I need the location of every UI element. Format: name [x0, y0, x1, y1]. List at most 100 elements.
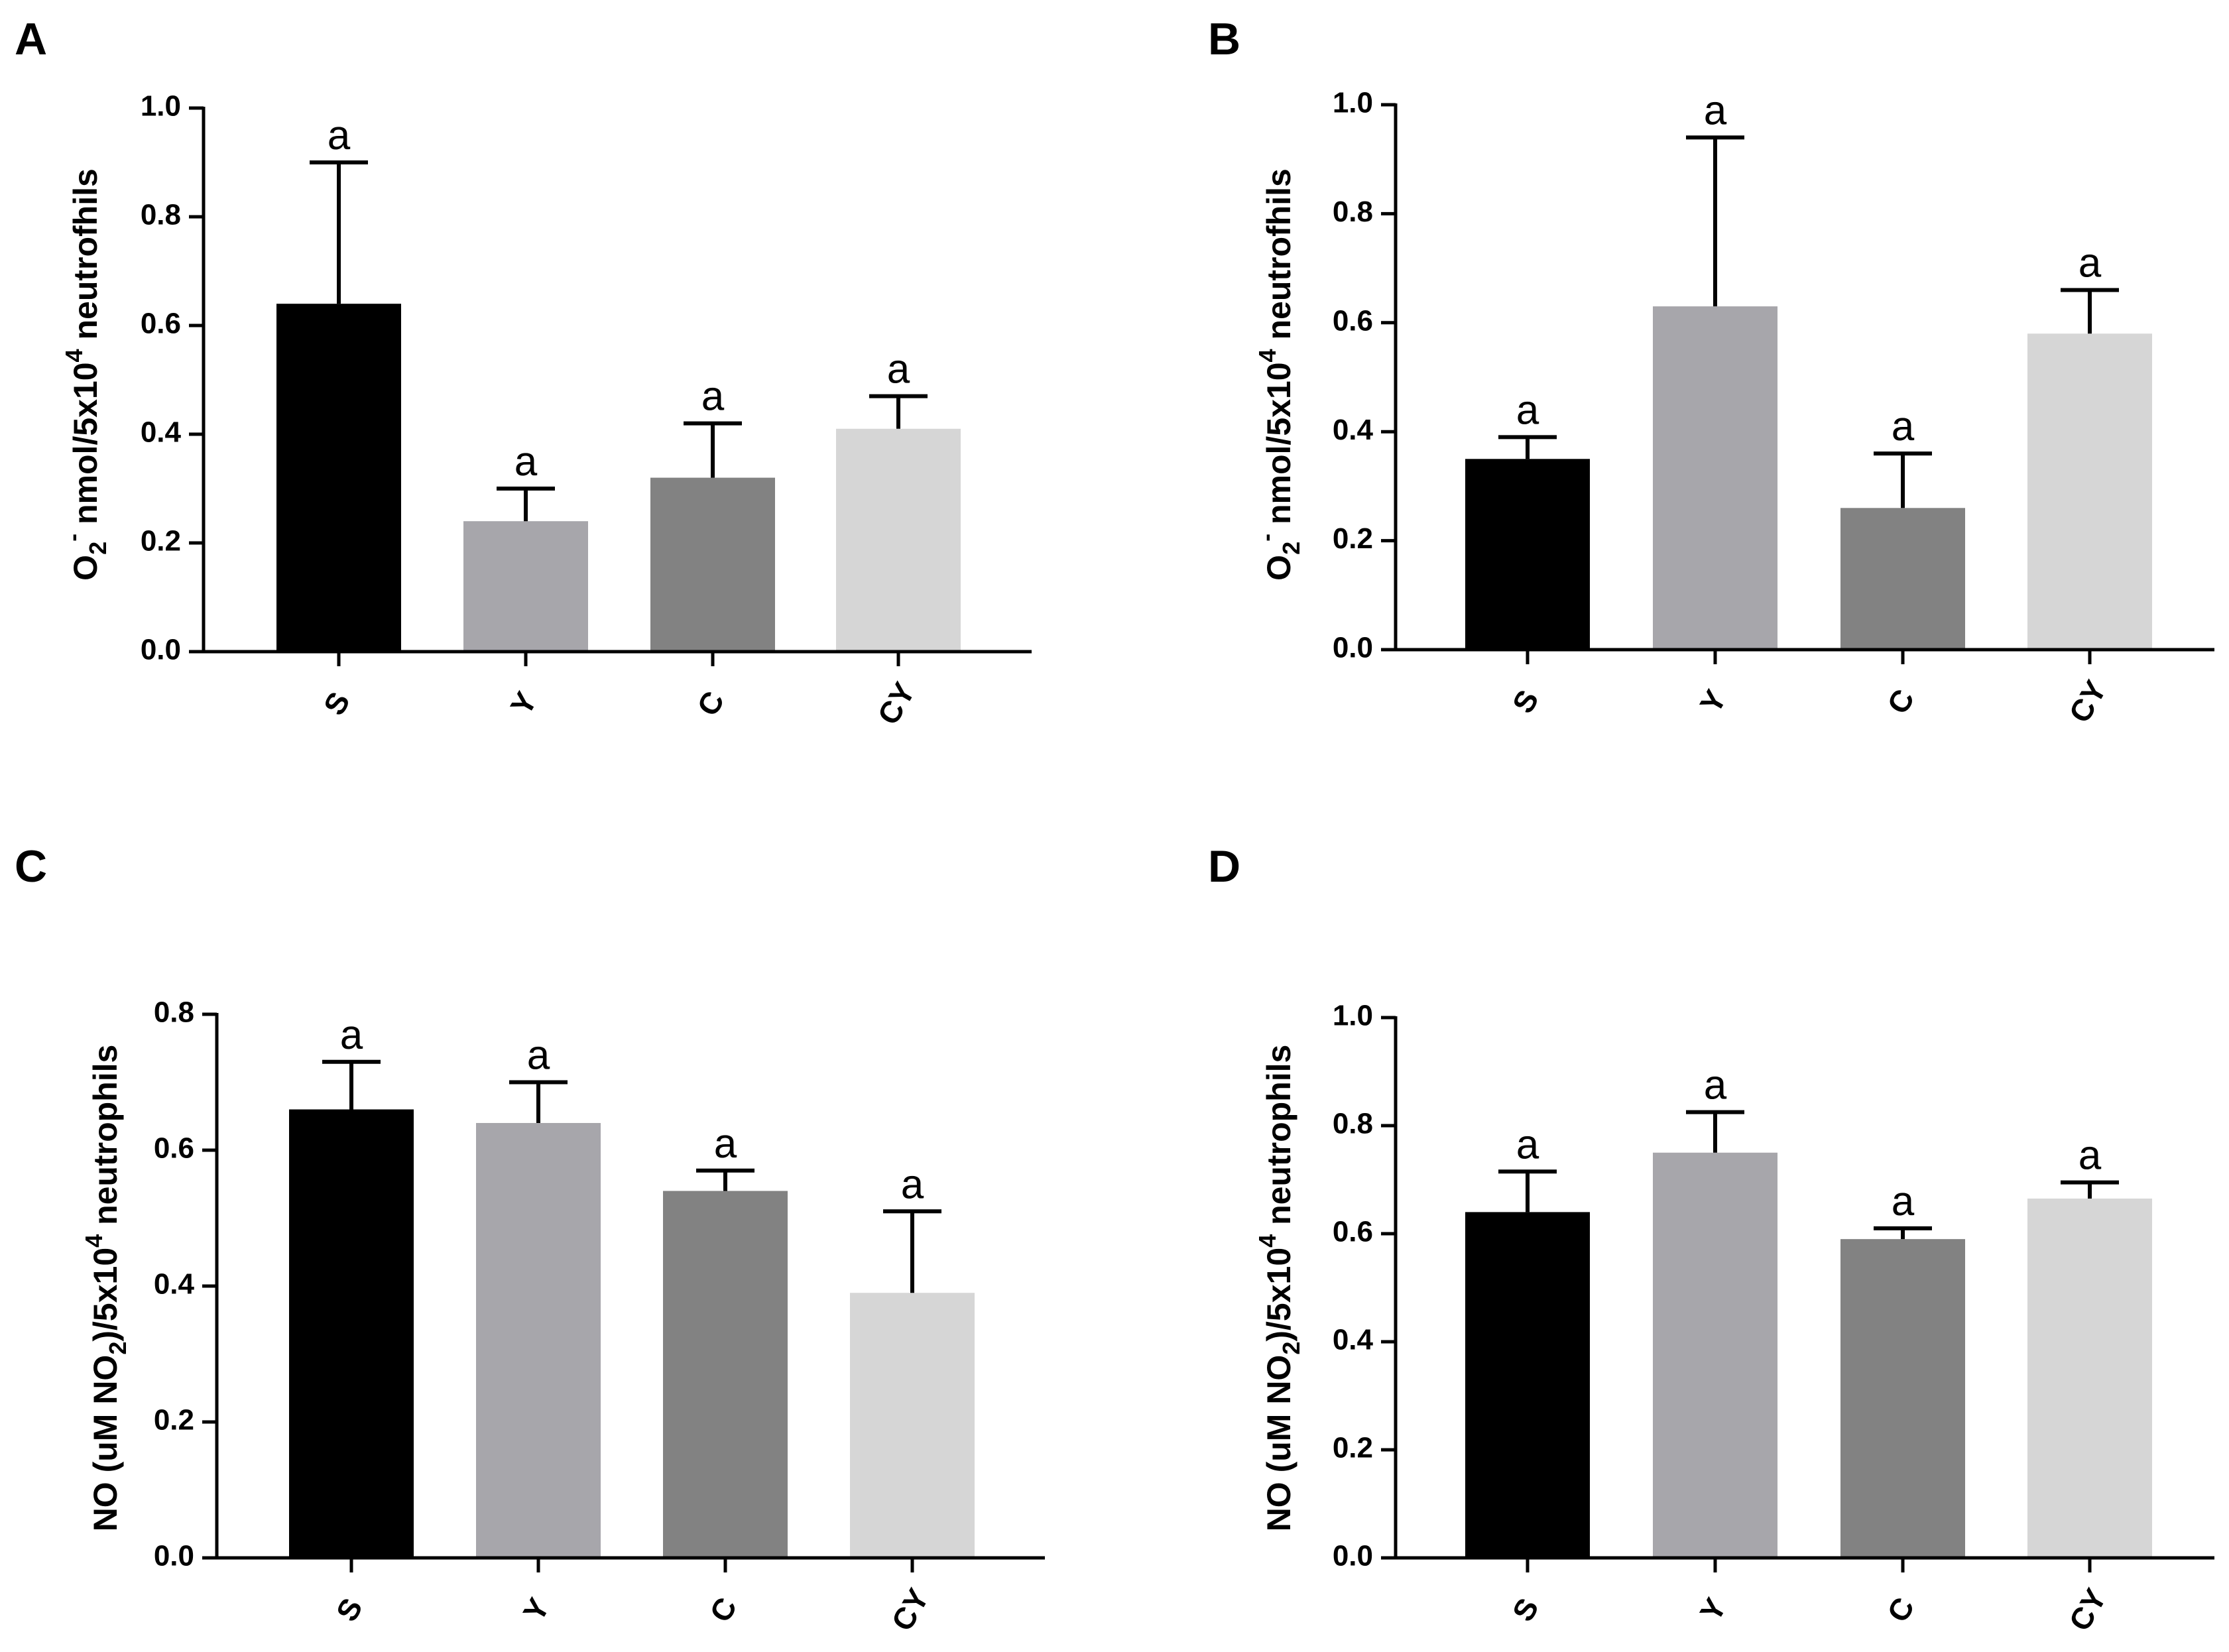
significance-label: a — [1704, 1063, 1727, 1108]
significance-label: a — [901, 1161, 924, 1207]
bar-cy — [836, 428, 961, 652]
y-axis-title: O2- nmol/5x104 neutrofhils — [59, 168, 111, 581]
y-axis-title: NO (uM NO2)/5x104 neutrophils — [1254, 1045, 1305, 1532]
significance-label: a — [1892, 404, 1915, 449]
significance-label: a — [2078, 1133, 2102, 1179]
significance-label: a — [1892, 1179, 1915, 1224]
significance-label: a — [328, 113, 351, 158]
x-tick-label: Y — [1693, 684, 1732, 719]
significance-label: a — [701, 374, 725, 420]
y-axis-title-part: neutrofhils — [1260, 168, 1297, 349]
y-tick-label: 0.6 — [1333, 1216, 1373, 1248]
y-axis-title-superscript: - — [59, 534, 86, 542]
y-tick-label: 0.8 — [154, 996, 194, 1029]
x-tick-label: CY — [871, 676, 922, 730]
y-tick-label: 0.4 — [1333, 1324, 1374, 1356]
bar-c — [1840, 508, 1965, 650]
x-tick-label: C — [703, 1592, 744, 1628]
bar-s — [289, 1109, 414, 1558]
y-axis-title-part: nmol/5x10 — [1260, 362, 1297, 533]
y-axis-title-subscript: 2 — [1278, 1342, 1305, 1355]
bar-s — [276, 304, 401, 652]
significance-label: a — [1516, 1122, 1539, 1167]
y-axis-title-superscript: - — [1252, 534, 1280, 542]
y-tick-label: 1.0 — [141, 90, 181, 123]
y-tick-label: 0.8 — [141, 199, 181, 231]
bar-cy — [850, 1293, 975, 1558]
bar-s — [1465, 459, 1590, 650]
bar-c — [1840, 1239, 1965, 1558]
panel-label: C — [15, 841, 47, 892]
panel-label: A — [15, 14, 47, 64]
y-axis-title: O2- nmol/5x104 neutrofhils — [1252, 168, 1305, 581]
significance-label: a — [1516, 387, 1539, 433]
x-tick-label: S — [1505, 1592, 1545, 1627]
panel-d: D NO (uM NO2)/5x104 neutrophils a Sa Ya Ca CY 0… — [1208, 841, 2214, 1637]
y-tick-label: 0.2 — [141, 525, 181, 558]
y-axis-title: NO (uM NO2)/5x104 neutrophils — [80, 1045, 131, 1532]
x-tick-label: S — [316, 686, 356, 721]
y-axis-title-part: nmol/5x10 — [67, 362, 104, 533]
bar-y — [463, 521, 588, 652]
x-tick-label: CY — [2062, 674, 2113, 728]
y-axis-title-part: O — [1260, 555, 1297, 581]
y-tick-label: 0.6 — [1333, 304, 1373, 337]
x-tick-label: Y — [516, 1592, 556, 1627]
y-axis-title-part: )/5x10 — [87, 1248, 124, 1342]
panel-c: C NO (uM NO2)/5x104 neutrophils a Sa Ya Ca CY 0… — [15, 841, 1045, 1637]
bar-cy — [2027, 1199, 2152, 1558]
x-tick-label: C — [1880, 1592, 1921, 1628]
significance-label: a — [887, 347, 910, 392]
x-tick-label: CY — [884, 1582, 935, 1636]
y-axis-title-part: neutrofhils — [67, 168, 104, 349]
y-tick-label: 0.6 — [154, 1132, 194, 1165]
bar-y — [476, 1123, 601, 1558]
y-axis-title-part: neutrophils — [87, 1045, 124, 1234]
y-axis-title-subscript: 2 — [104, 1342, 131, 1355]
significance-label: a — [1704, 88, 1727, 133]
y-tick-label: 0.8 — [1333, 1108, 1373, 1140]
y-tick-label: 1.0 — [1333, 87, 1373, 119]
bar-y — [1653, 306, 1777, 650]
panel-b: B O2- nmol/5x104 neutrofhils a Sa Ya Ca CY 0.0 0… — [1208, 14, 2214, 729]
y-tick-label: 0.8 — [1333, 196, 1373, 228]
y-tick-label: 0.0 — [1333, 1540, 1373, 1572]
y-axis-title-part: neutrophils — [1260, 1045, 1297, 1234]
y-axis-title-part: NO (uM NO — [87, 1355, 124, 1532]
y-axis-title-superscript: 4 — [1254, 349, 1281, 362]
x-tick-label: C — [1880, 683, 1921, 720]
y-axis-title-subscript: 2 — [1278, 542, 1305, 555]
y-tick-label: 0.0 — [154, 1540, 194, 1572]
bar-y — [1653, 1152, 1777, 1558]
x-tick-label: C — [690, 685, 731, 722]
y-axis-title-superscript: 4 — [1254, 1234, 1281, 1248]
y-axis-title-part: O — [67, 555, 104, 581]
y-tick-label: 0.0 — [1333, 632, 1373, 664]
y-tick-label: 0.2 — [154, 1404, 194, 1437]
y-axis-title-part: )/5x10 — [1260, 1248, 1297, 1342]
y-tick-label: 1.0 — [1333, 1000, 1373, 1032]
x-tick-label: CY — [2062, 1582, 2113, 1636]
y-axis-title-part: NO (uM NO — [1260, 1355, 1297, 1532]
significance-label: a — [714, 1121, 737, 1167]
significance-label: a — [340, 1012, 363, 1058]
bar-s — [1465, 1212, 1590, 1558]
x-tick-label: S — [329, 1592, 369, 1627]
panel-label: D — [1208, 841, 1240, 892]
y-axis-title-superscript: 4 — [80, 1234, 107, 1248]
y-tick-label: 0.2 — [1333, 522, 1373, 555]
y-tick-label: 0.4 — [141, 416, 182, 449]
significance-label: a — [2078, 240, 2102, 286]
x-tick-label: Y — [503, 686, 543, 721]
x-tick-label: S — [1505, 684, 1545, 719]
panel-label: B — [1208, 14, 1240, 64]
y-axis-title-superscript: 4 — [60, 349, 88, 362]
bar-c — [650, 477, 775, 652]
y-axis-title-subscript: 2 — [84, 542, 111, 555]
y-tick-label: 0.0 — [141, 634, 181, 666]
significance-label: a — [514, 439, 538, 485]
y-tick-label: 0.4 — [154, 1268, 195, 1301]
y-tick-label: 0.6 — [141, 308, 181, 340]
significance-label: a — [527, 1033, 550, 1079]
